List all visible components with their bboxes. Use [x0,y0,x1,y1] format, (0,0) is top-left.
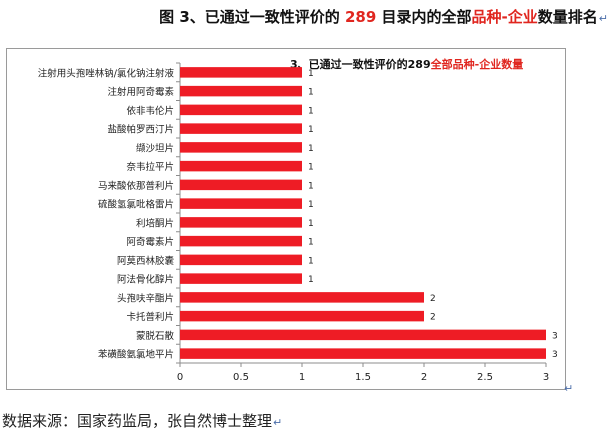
bar [180,198,302,209]
bar [180,310,424,322]
figure-title-suffix: 数量排名 [537,8,598,26]
category-label: 硫酸氢氯吡格雷片 [98,199,174,211]
category-label: 利培酮片 [136,217,174,229]
data-label: 1 [308,181,314,191]
data-label: 2 [430,294,436,304]
category-label: 依非韦伦片 [126,105,174,117]
bar [180,217,302,228]
bar [180,273,302,284]
x-tick-label: 1.5 [355,372,371,383]
data-label: 3 [552,350,558,360]
chart-container: 3、已通过一致性评价的289全部品种-企业数量注射用头孢唑林钠/氯化钠注射液 1 注… [6,48,566,390]
figure-title-middle: 目录内的全部 [376,8,472,26]
category-label: 盐酸帕罗西汀片 [107,124,174,136]
bar [180,179,302,191]
figure-title-red-part: 品种-企业 [471,8,538,26]
paragraph-mark-icon: ↵ [273,416,283,429]
data-label: 1 [308,256,314,266]
data-label: 3 [552,331,558,341]
data-label: 1 [308,219,314,229]
bar [180,67,302,78]
x-tick-label: 2 [421,372,427,383]
source-note: 数据来源：国家药监局，张自然博士整理↵ [2,410,282,431]
data-label: 1 [308,125,314,135]
data-label: 1 [308,88,314,98]
data-label: 2 [430,313,436,323]
bar [180,142,302,153]
x-tick-label: 3 [543,372,549,383]
data-label: 1 [308,238,314,248]
figure-title-number: 289 [344,8,377,26]
data-label: 1 [308,144,314,154]
category-label: 阿奇霉素片 [126,236,174,248]
x-tick-label: 0 [177,372,183,383]
category-label: 缬沙坦片 [136,142,174,154]
category-label: 蒙脱石散 [136,330,175,342]
category-label: 注射用头孢唑林钠/氯化钠注射液 [38,67,175,79]
bar [180,85,302,97]
figure-title: 图 3、已通过一致性评价的 289 目录内的全部品种-企业数量排名↵ [0,6,608,27]
bar [180,292,424,303]
paragraph-mark-icon: ↵ [598,12,608,25]
bar [180,348,546,359]
data-label: 1 [308,69,314,79]
category-label: 苯磺酸氨氯地平片 [98,349,174,361]
category-label: 头孢呋辛酯片 [117,292,174,304]
bar [180,160,302,172]
bar [180,123,302,134]
x-tick-label: 0.5 [233,372,249,383]
x-tick-label: 2.5 [477,372,493,383]
bar [180,254,302,266]
category-label: 马来酸依那普利片 [98,180,174,192]
data-label: 1 [308,106,314,116]
bar [180,104,302,116]
source-text: 数据来源：国家药监局，张自然博士整理 [2,412,273,430]
paragraph-mark-icon: ↵ [564,382,574,395]
data-label: 1 [308,275,314,285]
category-label: 阿莫西林胶囊 [117,255,175,267]
category-label: 奈韦拉平片 [126,161,174,173]
category-label: 卡托普利片 [126,311,174,323]
bar [180,235,302,247]
data-label: 1 [308,200,314,210]
chart-title: 3、已通过一致性评价的289全部品种-企业数量 [290,57,523,71]
data-label: 1 [308,163,314,173]
category-label: 阿法骨化醇片 [117,274,174,286]
figure-title-prefix: 图 3、已通过一致性评价的 [159,8,345,26]
bar [180,329,546,341]
x-tick-label: 1 [299,372,305,383]
category-label: 注射用阿奇霉素 [107,86,174,98]
